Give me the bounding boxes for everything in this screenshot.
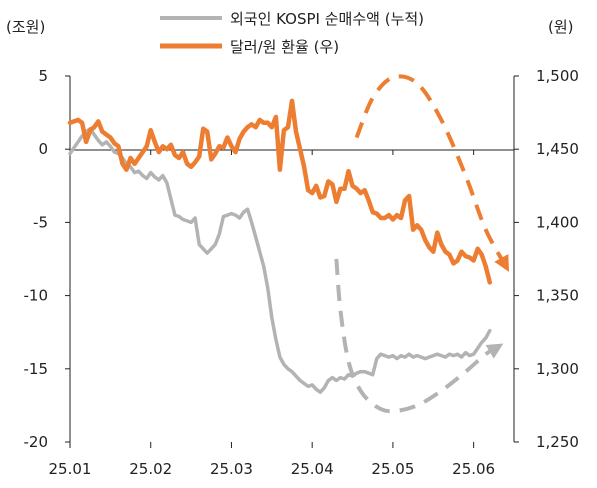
left-tick-label: 0 [38,140,48,158]
series-lines [67,98,493,394]
left-tick-label: -20 [24,433,49,451]
x-tick-label: 25.02 [129,460,172,478]
series-line-fx-rate [67,98,493,285]
right-tick-label: 1,350 [536,287,579,305]
legend-label-fx-rate: 달러/원 환율 (우) [230,38,339,56]
foreign-flow-trend-arrow [334,258,504,414]
series-line-foreign-flow [68,126,492,394]
fx-trend-arrow [354,74,510,272]
left-tick-label: -15 [24,360,49,378]
legend: 외국인 KOSPI 순매수액 (누적) 달러/원 환율 (우) [160,10,424,56]
right-tick-label: 1,500 [536,67,579,85]
x-axis-ticks: 25.01 25.02 25.03 25.04 25.05 25.06 [49,460,496,478]
right-tick-label: 1,250 [536,433,579,451]
trend-arrows [334,74,510,414]
right-tick-label: 1,400 [536,213,579,231]
x-axis-tick-marks [69,150,475,448]
left-axis-ticks: 5 0 -5 -10 -15 -20 [24,67,70,451]
x-tick-label: 25.05 [371,460,414,478]
x-tick-label: 25.06 [452,460,495,478]
x-tick-label: 25.03 [210,460,253,478]
right-tick-label: 1,300 [536,360,579,378]
right-axis-unit: (원) [548,18,574,36]
x-tick-label: 25.04 [291,460,334,478]
left-tick-label: -5 [33,213,48,231]
left-tick-label: -10 [24,287,49,305]
left-axis-unit: (조원) [6,18,45,36]
x-tick-label: 25.01 [49,460,92,478]
right-axis-ticks: 1,500 1,450 1,400 1,350 1,300 1,250 [514,67,579,451]
right-tick-label: 1,450 [536,140,579,158]
left-tick-label: 5 [38,67,48,85]
legend-label-foreign-flow: 외국인 KOSPI 순매수액 (누적) [230,10,424,28]
